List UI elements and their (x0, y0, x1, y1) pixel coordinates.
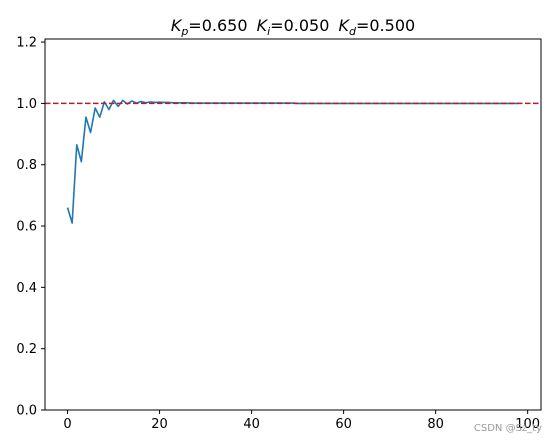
x-tick-label: 100 (515, 417, 540, 432)
title-kd-sub: d (349, 25, 357, 38)
title-kp-value: =0.650 (188, 16, 247, 35)
y-tick-label: 0.2 (16, 342, 37, 357)
y-tick-label: 0.4 (16, 281, 37, 296)
title-ki-symbol: K (257, 16, 269, 35)
title-ki-value: =0.050 (270, 16, 329, 35)
x-tick-label: 0 (63, 417, 71, 432)
y-tick-label: 1.2 (16, 36, 37, 51)
axes-frame (44, 38, 542, 411)
chart-title: Kp=0.650 Ki=0.050 Kd=0.500 (171, 16, 415, 38)
x-tick-label: 80 (427, 417, 444, 432)
title-kd-symbol: K (338, 16, 350, 35)
watermark-text: CSDN @Sz_ty (473, 423, 542, 434)
title-ki-sub: i (267, 25, 270, 38)
y-tick-label: 1.0 (16, 97, 37, 112)
series-line-0 (66, 99, 519, 224)
title-kp-sub: p (180, 25, 188, 38)
y-tick-label: 0.8 (16, 158, 37, 173)
x-tick-label: 20 (151, 417, 168, 432)
y-tick-label: 0.6 (16, 220, 37, 235)
y-tick-label: 0.0 (16, 404, 37, 419)
x-tick-label: 60 (335, 417, 352, 432)
title-kd-value: =0.500 (356, 16, 415, 35)
axes: 0 20 40 60 80 100 0.0 0.2 0.4 0.6 0.8 1.0 1.2 (16, 36, 542, 432)
title-kp-symbol: K (171, 16, 183, 35)
plot-area (45, 99, 541, 224)
x-tick-label: 40 (243, 417, 260, 432)
